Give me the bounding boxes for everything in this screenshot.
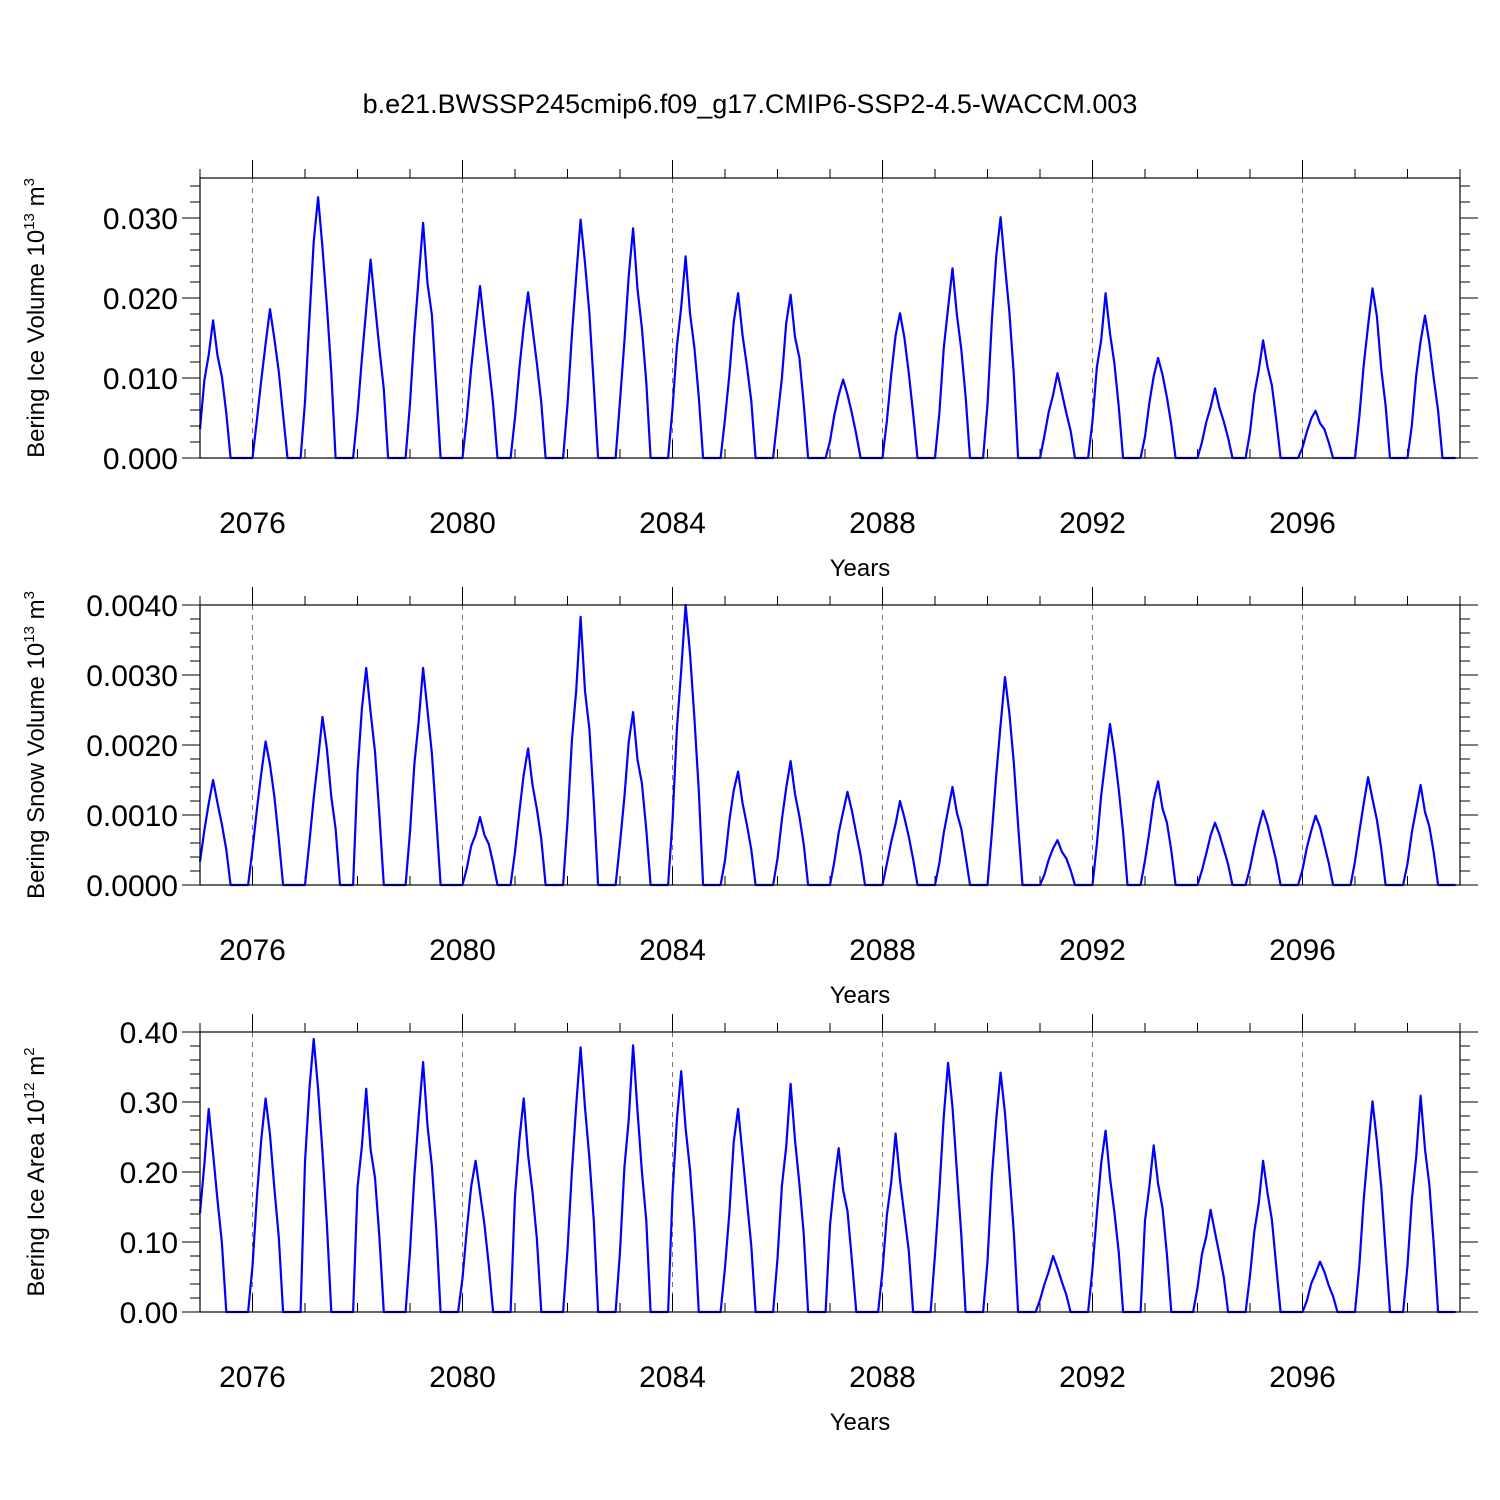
y-axis-label: Bering Ice Area 1012 m2: [21, 1047, 50, 1296]
y-tick-label: 0.0040: [86, 590, 178, 623]
plot-frame: [199, 177, 1461, 459]
y-tick-label: 0.00: [120, 1297, 178, 1330]
y-tick-label: 0.10: [120, 1227, 178, 1260]
x-tick-label: 2096: [1269, 934, 1336, 967]
x-tick-label: 2084: [639, 507, 706, 540]
y-tick-label: 0.30: [120, 1087, 178, 1120]
panel-ice-volume: 0.000 0.010 0.020 0.030 2076 2080 2084 2088 2092…: [21, 160, 1478, 582]
plot-frame: [199, 604, 1461, 886]
x-tick-label: 2076: [219, 1361, 286, 1394]
x-tick-label: 2080: [429, 1361, 496, 1394]
x-tick-label: 2088: [849, 934, 916, 967]
plot-frame: [199, 1031, 1461, 1313]
y-tick-label: 0.020: [103, 283, 178, 316]
y-tick-label: 0.010: [103, 363, 178, 396]
panel-snow-volume: 0.0000 0.0010 0.0020 0.0030 0.0040 2076 2080 20…: [21, 587, 1478, 1009]
y-axis-label: Bering Snow Volume 1013 m3: [21, 591, 50, 899]
x-tick-label: 2080: [429, 934, 496, 967]
x-tick-label: 2088: [849, 1361, 916, 1394]
x-tick-label: 2092: [1059, 934, 1126, 967]
x-tick-label: 2088: [849, 507, 916, 540]
x-tick-label: 2084: [639, 934, 706, 967]
x-tick-label: 2076: [219, 934, 286, 967]
series-line: [198, 1037, 1456, 1314]
x-axis-label: Years: [830, 1409, 891, 1436]
y-tick-label: 0.0020: [86, 730, 178, 763]
x-tick-label: 2080: [429, 507, 496, 540]
x-tick-label: 2084: [639, 1361, 706, 1394]
y-tick-label: 0.40: [120, 1017, 178, 1050]
series-line: [198, 603, 1456, 887]
y-tick-label: 0.000: [103, 443, 178, 476]
y-axis-label: Bering Ice Volume 1013 m3: [21, 178, 50, 458]
chart-title: b.e21.BWSSP245cmip6.f09_g17.CMIP6-SSP2-4…: [363, 89, 1138, 119]
x-tick-label: 2076: [219, 507, 286, 540]
y-tick-label: 0.030: [103, 203, 178, 236]
x-tick-label: 2096: [1269, 1361, 1336, 1394]
x-tick-label: 2096: [1269, 507, 1336, 540]
x-tick-label: 2092: [1059, 1361, 1126, 1394]
y-tick-label: 0.0030: [86, 660, 178, 693]
y-tick-label: 0.0010: [86, 800, 178, 833]
panel-ice-area: 0.00 0.10 0.20 0.30 0.40 2076 2080 2084 2088 2092…: [21, 1014, 1478, 1436]
x-axis-label: Years: [830, 982, 891, 1009]
y-tick-label: 0.20: [120, 1157, 178, 1190]
x-tick-label: 2092: [1059, 507, 1126, 540]
series-line: [198, 196, 1456, 460]
x-axis-label: Years: [830, 555, 891, 582]
y-tick-label: 0.0000: [86, 870, 178, 903]
